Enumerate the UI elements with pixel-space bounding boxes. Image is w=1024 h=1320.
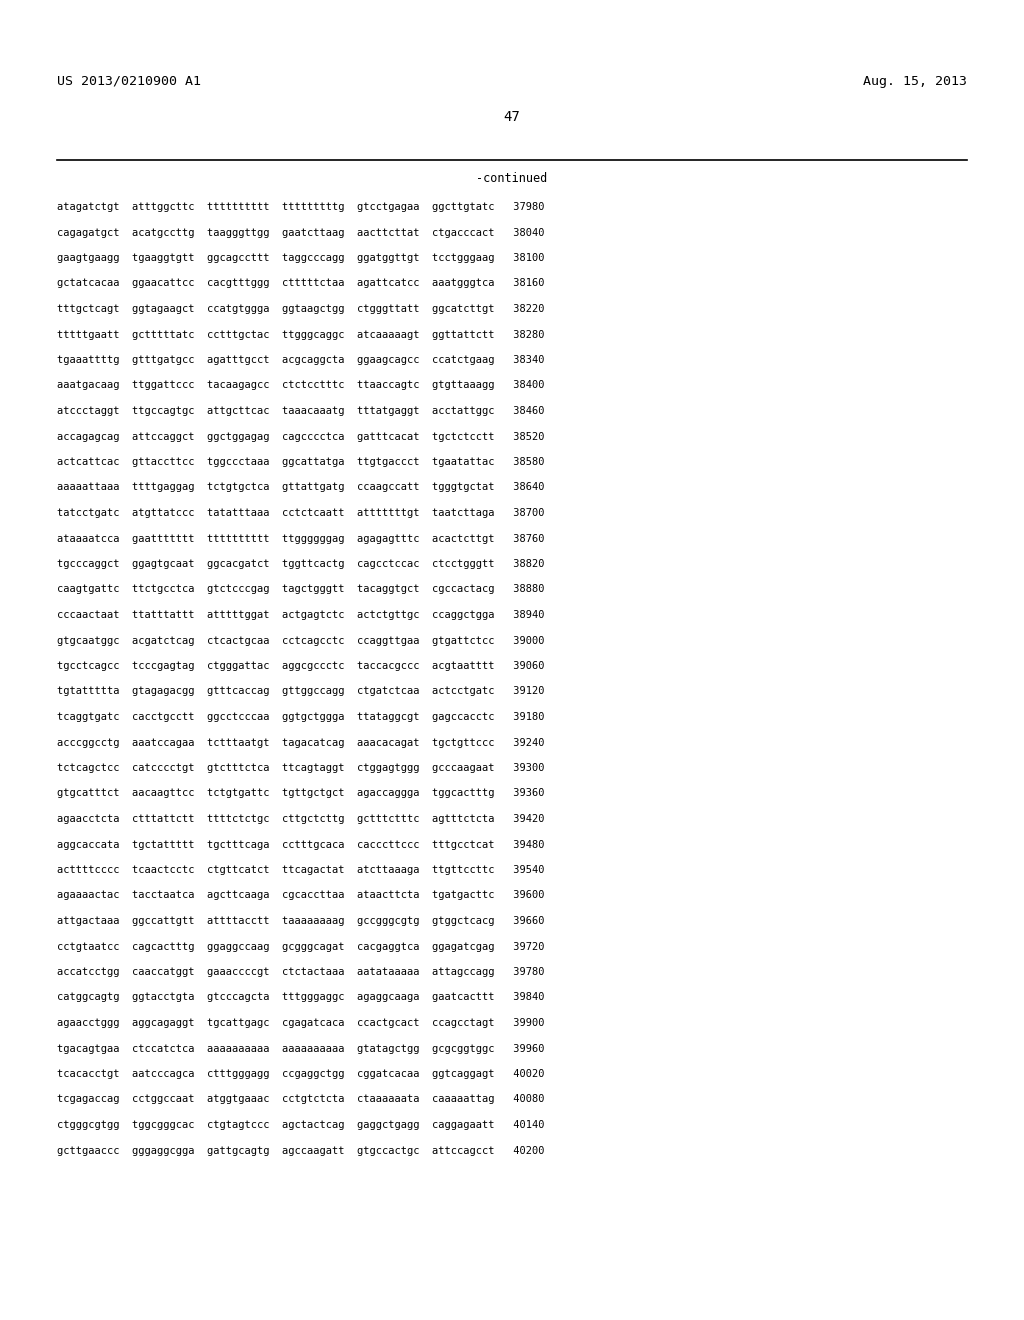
Text: tgaaattttg  gtttgatgcc  agatttgcct  acgcaggcta  ggaagcagcc  ccatctgaag   38340: tgaaattttg gtttgatgcc agatttgcct acgcagg…: [57, 355, 545, 366]
Text: tcacacctgt  aatcccagca  ctttgggagg  ccgaggctgg  cggatcacaa  ggtcaggagt   40020: tcacacctgt aatcccagca ctttgggagg ccgaggc…: [57, 1069, 545, 1078]
Text: tgcctcagcc  tcccgagtag  ctgggattac  aggcgccctc  taccacgccc  acgtaatttt   39060: tgcctcagcc tcccgagtag ctgggattac aggcgcc…: [57, 661, 545, 671]
Text: gtgcatttct  aacaagttcc  tctgtgattc  tgttgctgct  agaccaggga  tggcactttg   39360: gtgcatttct aacaagttcc tctgtgattc tgttgct…: [57, 788, 545, 799]
Text: tgcccaggct  ggagtgcaat  ggcacgatct  tggttcactg  cagcctccac  ctcctgggtt   38820: tgcccaggct ggagtgcaat ggcacgatct tggttca…: [57, 558, 545, 569]
Text: tcgagaccag  cctggccaat  atggtgaaac  cctgtctcta  ctaaaaaata  caaaaattag   40080: tcgagaccag cctggccaat atggtgaaac cctgtct…: [57, 1094, 545, 1105]
Text: tcaggtgatc  cacctgcctt  ggcctcccaa  ggtgctggga  ttataggcgt  gagccacctc   39180: tcaggtgatc cacctgcctt ggcctcccaa ggtgctg…: [57, 711, 545, 722]
Text: agaaaactac  tacctaatca  agcttcaaga  cgcaccttaa  ataacttcta  tgatgacttc   39600: agaaaactac tacctaatca agcttcaaga cgcacct…: [57, 891, 545, 900]
Text: tttttgaatt  gctttttatc  cctttgctac  ttgggcaggc  atcaaaaagt  ggttattctt   38280: tttttgaatt gctttttatc cctttgctac ttgggca…: [57, 330, 545, 339]
Text: US 2013/0210900 A1: US 2013/0210900 A1: [57, 75, 201, 88]
Text: actcattcac  gttaccttcc  tggccctaaa  ggcattatga  ttgtgaccct  tgaatattac   38580: actcattcac gttaccttcc tggccctaaa ggcatta…: [57, 457, 545, 467]
Text: accagagcag  attccaggct  ggctggagag  cagcccctca  gatttcacat  tgctctcctt   38520: accagagcag attccaggct ggctggagag cagcccc…: [57, 432, 545, 441]
Text: Aug. 15, 2013: Aug. 15, 2013: [863, 75, 967, 88]
Text: cagagatgct  acatgccttg  taagggttgg  gaatcttaag  aacttcttat  ctgacccact   38040: cagagatgct acatgccttg taagggttgg gaatctt…: [57, 227, 545, 238]
Text: tgacagtgaa  ctccatctca  aaaaaaaaaa  aaaaaaaaaa  gtatagctgg  gcgcggtggc   39960: tgacagtgaa ctccatctca aaaaaaaaaa aaaaaaa…: [57, 1044, 545, 1053]
Text: agaacctggg  aggcagaggt  tgcattgagc  cgagatcaca  ccactgcact  ccagcctagt   39900: agaacctggg aggcagaggt tgcattgagc cgagatc…: [57, 1018, 545, 1028]
Text: acccggcctg  aaatccagaa  tctttaatgt  tagacatcag  aaacacagat  tgctgttccc   39240: acccggcctg aaatccagaa tctttaatgt tagacat…: [57, 738, 545, 747]
Text: aggcaccata  tgctattttt  tgctttcaga  cctttgcaca  cacccttccc  tttgcctcat   39480: aggcaccata tgctattttt tgctttcaga cctttgc…: [57, 840, 545, 850]
Text: tctcagctcc  catcccctgt  gtctttctca  ttcagtaggt  ctggagtggg  gcccaagaat   39300: tctcagctcc catcccctgt gtctttctca ttcagta…: [57, 763, 545, 774]
Text: tgtattttta  gtagagacgg  gtttcaccag  gttggccagg  ctgatctcaa  actcctgatc   39120: tgtattttta gtagagacgg gtttcaccag gttggcc…: [57, 686, 545, 697]
Text: cccaactaat  ttatttattt  atttttggat  actgagtctc  actctgttgc  ccaggctgga   38940: cccaactaat ttatttattt atttttggat actgagt…: [57, 610, 545, 620]
Text: gaagtgaagg  tgaaggtgtt  ggcagccttt  taggcccagg  ggatggttgt  tcctgggaag   38100: gaagtgaagg tgaaggtgtt ggcagccttt taggccc…: [57, 253, 545, 263]
Text: -continued: -continued: [476, 172, 548, 185]
Text: gcttgaaccc  gggaggcgga  gattgcagtg  agccaagatt  gtgccactgc  attccagcct   40200: gcttgaaccc gggaggcgga gattgcagtg agccaag…: [57, 1146, 545, 1155]
Text: atagatctgt  atttggcttc  tttttttttt  tttttttttg  gtcctgagaa  ggcttgtatc   37980: atagatctgt atttggcttc tttttttttt ttttttt…: [57, 202, 545, 213]
Text: cctgtaatcc  cagcactttg  ggaggccaag  gcgggcagat  cacgaggtca  ggagatcgag   39720: cctgtaatcc cagcactttg ggaggccaag gcgggca…: [57, 941, 545, 952]
Text: tatcctgatc  atgttatccc  tatatttaaa  cctctcaatt  atttttttgt  taatcttaga   38700: tatcctgatc atgttatccc tatatttaaa cctctca…: [57, 508, 545, 517]
Text: 47: 47: [504, 110, 520, 124]
Text: acttttcccc  tcaactcctc  ctgttcatct  ttcagactat  atcttaaaga  ttgttccttc   39540: acttttcccc tcaactcctc ctgttcatct ttcagac…: [57, 865, 545, 875]
Text: caagtgattc  ttctgcctca  gtctcccgag  tagctgggtt  tacaggtgct  cgccactacg   38880: caagtgattc ttctgcctca gtctcccgag tagctgg…: [57, 585, 545, 594]
Text: tttgctcagt  ggtagaagct  ccatgtggga  ggtaagctgg  ctgggttatt  ggcatcttgt   38220: tttgctcagt ggtagaagct ccatgtggga ggtaagc…: [57, 304, 545, 314]
Text: gtgcaatggc  acgatctcag  ctcactgcaa  cctcagcctc  ccaggttgaa  gtgattctcc   39000: gtgcaatggc acgatctcag ctcactgcaa cctcagc…: [57, 635, 545, 645]
Text: atccctaggt  ttgccagtgc  attgcttcac  taaacaaatg  tttatgaggt  acctattggc   38460: atccctaggt ttgccagtgc attgcttcac taaacaa…: [57, 407, 545, 416]
Text: attgactaaa  ggccattgtt  attttacctt  taaaaaaaag  gccgggcgtg  gtggctcacg   39660: attgactaaa ggccattgtt attttacctt taaaaaa…: [57, 916, 545, 927]
Text: aaaaattaaa  ttttgaggag  tctgtgctca  gttattgatg  ccaagccatt  tgggtgctat   38640: aaaaattaaa ttttgaggag tctgtgctca gttattg…: [57, 483, 545, 492]
Text: ataaaatcca  gaattttttt  tttttttttt  ttggggggag  agagagtttc  acactcttgt   38760: ataaaatcca gaattttttt tttttttttt ttggggg…: [57, 533, 545, 544]
Text: agaacctcta  ctttattctt  ttttctctgc  cttgctcttg  gctttctttc  agtttctcta   39420: agaacctcta ctttattctt ttttctctgc cttgctc…: [57, 814, 545, 824]
Text: catggcagtg  ggtacctgta  gtcccagcta  tttgggaggc  agaggcaaga  gaatcacttt   39840: catggcagtg ggtacctgta gtcccagcta tttggga…: [57, 993, 545, 1002]
Text: accatcctgg  caaccatggt  gaaaccccgt  ctctactaaa  aatataaaaa  attagccagg   39780: accatcctgg caaccatggt gaaaccccgt ctctact…: [57, 968, 545, 977]
Text: aaatgacaag  ttggattccc  tacaagagcc  ctctcctttc  ttaaccagtc  gtgttaaagg   38400: aaatgacaag ttggattccc tacaagagcc ctctcct…: [57, 380, 545, 391]
Text: gctatcacaa  ggaacattcc  cacgtttggg  ctttttctaa  agattcatcc  aaatgggtca   38160: gctatcacaa ggaacattcc cacgtttggg ctttttc…: [57, 279, 545, 289]
Text: ctgggcgtgg  tggcgggcac  ctgtagtccc  agctactcag  gaggctgagg  caggagaatt   40140: ctgggcgtgg tggcgggcac ctgtagtccc agctact…: [57, 1119, 545, 1130]
